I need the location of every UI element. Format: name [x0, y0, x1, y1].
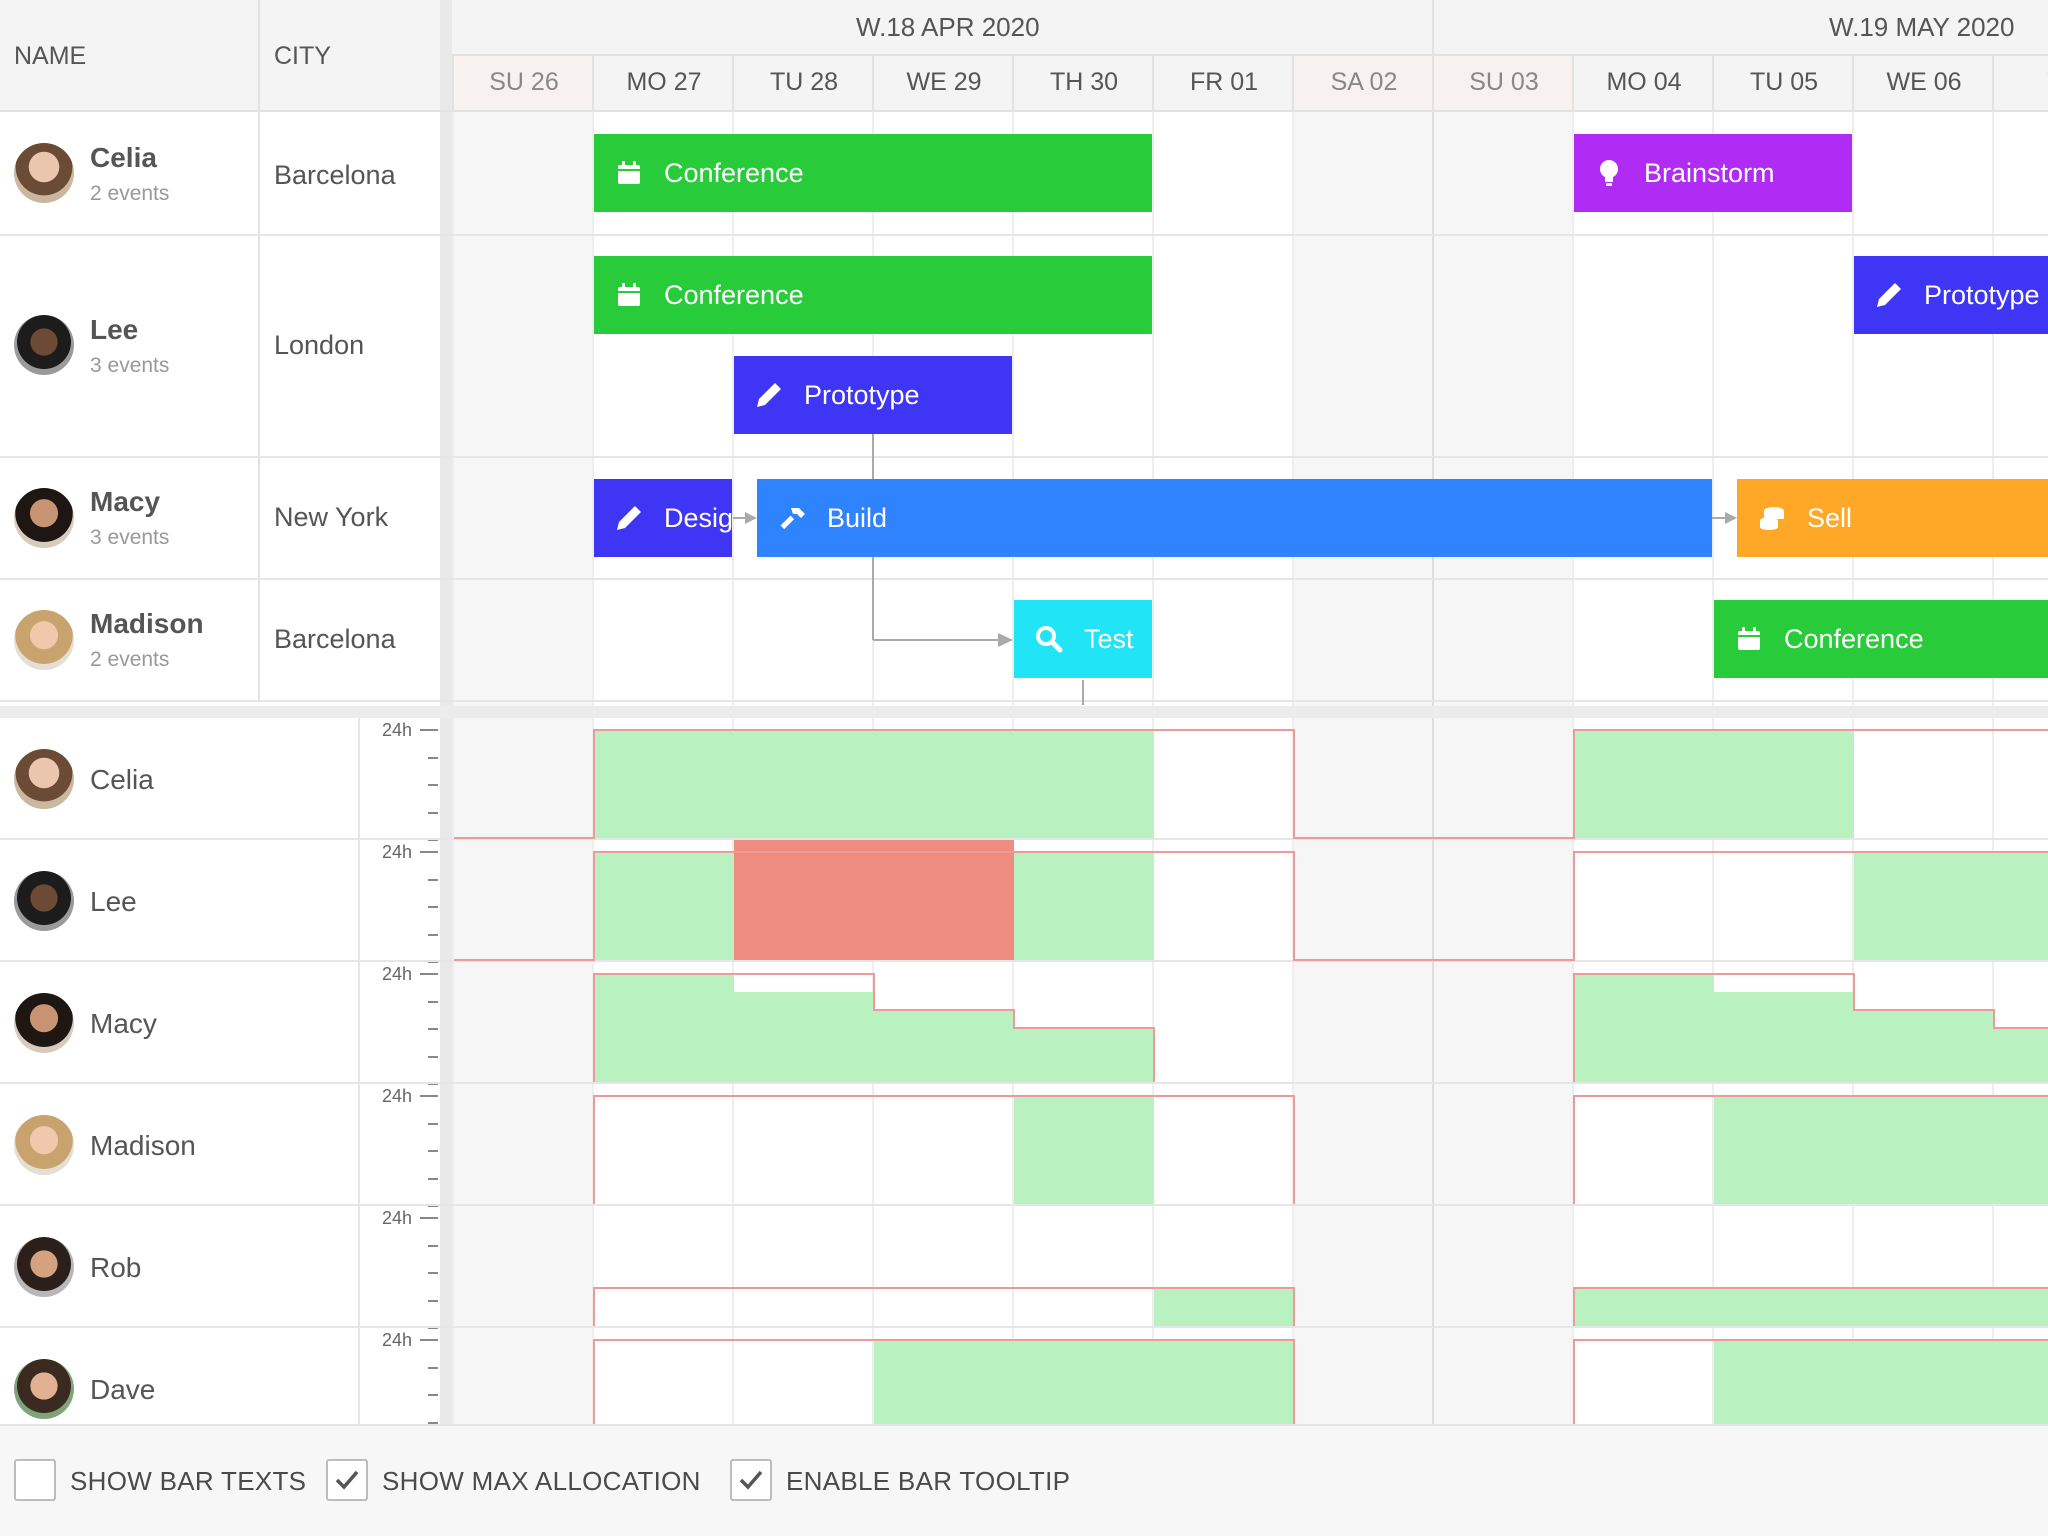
- enable-bar-tooltip-checkbox[interactable]: [730, 1459, 772, 1501]
- show-max-allocation-checkbox[interactable]: [326, 1459, 368, 1501]
- show-bar-texts-checkbox[interactable]: [14, 1459, 56, 1501]
- show-max-allocation-label[interactable]: SHOW MAX ALLOCATION: [382, 1466, 701, 1497]
- footer-toolbar: SHOW BAR TEXTS SHOW MAX ALLOCATION ENABL…: [0, 1424, 2048, 1536]
- checkmark-icon: [732, 1461, 770, 1499]
- show-bar-texts-label[interactable]: SHOW BAR TEXTS: [70, 1466, 306, 1497]
- enable-bar-tooltip-label[interactable]: ENABLE BAR TOOLTIP: [786, 1466, 1070, 1497]
- checkmark-icon: [328, 1461, 366, 1499]
- max-allocation-lines: [0, 0, 2048, 1424]
